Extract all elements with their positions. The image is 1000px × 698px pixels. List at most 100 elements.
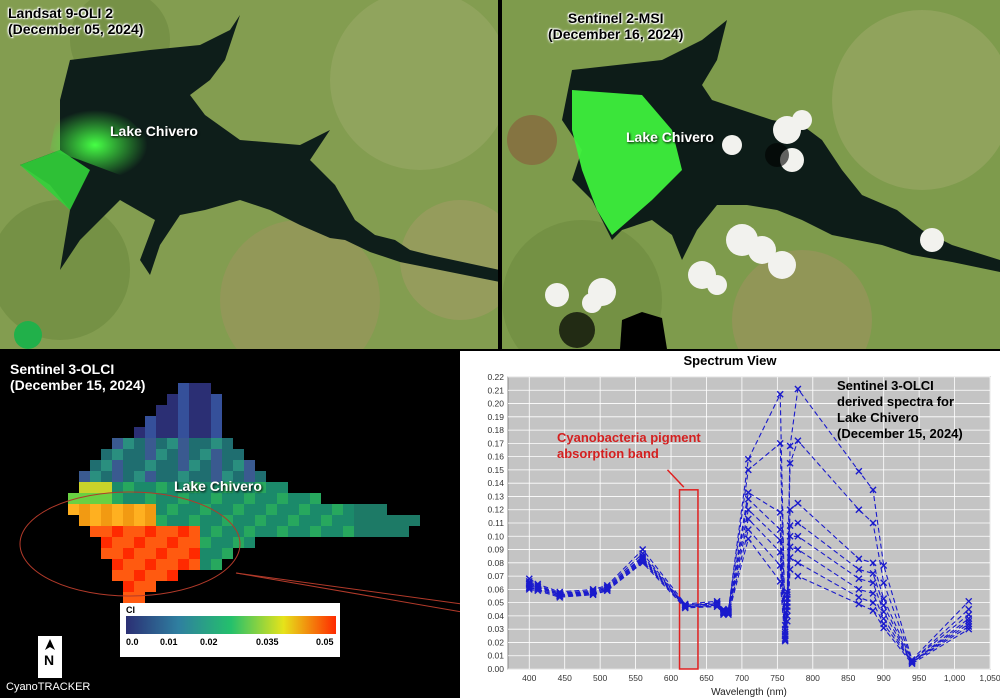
olci-pixel <box>134 427 145 438</box>
spectrum-point-marker <box>776 561 784 569</box>
olci-pixel <box>178 537 189 548</box>
cyanobacteria-bloom-ellipse <box>19 491 241 597</box>
spectrum-point-marker <box>855 600 863 608</box>
spectrum-point-marker <box>869 589 877 597</box>
spectrum-point-marker <box>556 593 564 601</box>
olci-pixel <box>178 427 189 438</box>
absorption-band-box <box>678 489 699 670</box>
olci-pixel <box>354 526 365 537</box>
olci-pixel <box>200 394 211 405</box>
spectrum-point-marker <box>713 600 721 608</box>
olci-pixel <box>112 438 123 449</box>
olci-pixel <box>211 548 222 559</box>
ci-tick-3: 0.035 <box>256 637 279 647</box>
olci-pixel <box>211 427 222 438</box>
spectrum-point-marker <box>880 561 888 569</box>
olci-pixel <box>266 526 277 537</box>
y-tick-label: 0.03 <box>487 624 504 634</box>
olci-pixel <box>321 526 332 537</box>
y-tick-label: 0.02 <box>487 637 504 647</box>
spectrum-point-marker <box>534 587 542 595</box>
sentinel2-image-panel: Sentinel 2-MSI (December 16, 2024) Lake … <box>502 0 1000 349</box>
olci-pixel <box>112 526 123 537</box>
ci-tick-2: 0.02 <box>200 637 218 647</box>
olci-pixel <box>101 515 112 526</box>
x-tick-label: 1,050 <box>979 673 1000 683</box>
olci-pixel <box>167 548 178 559</box>
olci-pixel <box>211 526 222 537</box>
olci-pixel <box>134 548 145 559</box>
x-tick-label: 950 <box>912 673 926 683</box>
olci-pixel <box>310 504 321 515</box>
olci-pixel <box>189 383 200 394</box>
olci-pixel <box>222 438 233 449</box>
spectrum-point-marker <box>880 579 888 587</box>
olci-pixel <box>288 515 299 526</box>
olci-pixel <box>167 449 178 460</box>
band-pointer-line <box>666 469 685 488</box>
olci-map-panel: Sentinel 3-OLCI (December 15, 2024) Lake… <box>0 351 460 698</box>
olci-pixel <box>112 471 123 482</box>
olci-ci-map <box>19 383 420 603</box>
spectrum-point-marker <box>603 584 611 592</box>
olci-pixel <box>211 482 222 493</box>
spectrum-point-marker <box>589 589 597 597</box>
y-tick-label: 0.09 <box>487 545 504 555</box>
olci-pixel <box>189 416 200 427</box>
olci-pixel <box>167 570 178 581</box>
y-tick-label: 0.16 <box>487 452 504 462</box>
sentinel2-satellite-image <box>502 0 1000 349</box>
olci-pixel <box>244 482 255 493</box>
olci-pixel <box>145 526 156 537</box>
olci-pixel <box>112 548 123 559</box>
olci-pixel <box>321 515 332 526</box>
olci-pixel <box>178 482 189 493</box>
olci-pixel <box>167 493 178 504</box>
olci-pixel <box>266 504 277 515</box>
ci-tick-0: 0.0 <box>126 637 139 647</box>
olci-pixel <box>134 570 145 581</box>
olci-pixel <box>365 504 376 515</box>
olci-pixel <box>222 537 233 548</box>
olci-pixel <box>211 504 222 515</box>
spectrum-point-marker <box>786 554 794 562</box>
spectrum-point-marker <box>965 617 973 625</box>
olci-pixel <box>90 471 101 482</box>
olci-pixel <box>277 493 288 504</box>
olci-pixel <box>145 537 156 548</box>
olci-pixel <box>189 537 200 548</box>
olci-pixel <box>233 526 244 537</box>
olci-pixel <box>200 460 211 471</box>
olci-pixel <box>112 515 123 526</box>
olci-pixel <box>156 438 167 449</box>
olci-pixel <box>178 548 189 559</box>
olci-pixel <box>211 537 222 548</box>
spectrum-point-marker <box>786 459 794 467</box>
olci-pixel <box>145 493 156 504</box>
spectrum-point-marker <box>786 442 794 450</box>
olci-pixel <box>255 526 266 537</box>
olci-pixel <box>288 526 299 537</box>
spectrum-point-marker <box>794 532 802 540</box>
y-tick-label: 0.01 <box>487 651 504 661</box>
olci-pixel <box>178 416 189 427</box>
olci-pixel <box>167 471 178 482</box>
olci-pixel <box>387 526 398 537</box>
olci-pixel <box>134 493 145 504</box>
olci-pixel <box>321 504 332 515</box>
ci-colorbar: CI 0.0 0.01 0.02 0.035 0.05 <box>120 603 340 657</box>
olci-pixel <box>211 515 222 526</box>
spectrum-point-marker <box>794 519 802 527</box>
olci-pixel <box>167 515 178 526</box>
olci-pixel <box>145 548 156 559</box>
olci-pixel <box>145 416 156 427</box>
olci-pixel <box>332 515 343 526</box>
y-tick-label: 0.08 <box>487 558 504 568</box>
olci-pixel <box>189 526 200 537</box>
olci-pixel <box>200 427 211 438</box>
olci-pixel <box>189 559 200 570</box>
olci-pixel <box>288 504 299 515</box>
y-tick-label: 0.06 <box>487 584 504 594</box>
olci-pixel <box>145 471 156 482</box>
